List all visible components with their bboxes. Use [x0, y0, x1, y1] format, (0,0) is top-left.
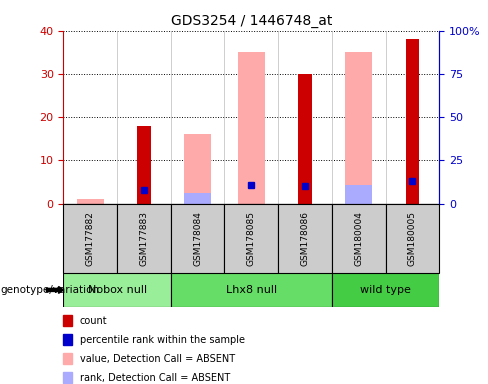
- Text: GSM177882: GSM177882: [86, 211, 95, 265]
- Bar: [298, 74, 312, 204]
- Text: count: count: [80, 316, 107, 326]
- Text: rank, Detection Call = ABSENT: rank, Detection Call = ABSENT: [80, 373, 230, 383]
- Bar: [171, 204, 224, 273]
- Text: Lhx8 null: Lhx8 null: [226, 285, 277, 295]
- Text: genotype/variation: genotype/variation: [0, 285, 99, 295]
- Bar: [63, 204, 117, 273]
- Bar: [346, 184, 372, 204]
- Text: value, Detection Call = ABSENT: value, Detection Call = ABSENT: [80, 354, 235, 364]
- Text: GSM177883: GSM177883: [140, 210, 148, 266]
- Bar: [63, 372, 72, 383]
- Bar: [117, 204, 171, 273]
- Text: percentile rank within the sample: percentile rank within the sample: [80, 335, 245, 345]
- Text: GSM178086: GSM178086: [301, 210, 309, 266]
- Bar: [386, 204, 439, 273]
- Bar: [346, 52, 372, 204]
- Bar: [224, 204, 278, 273]
- Text: Nobox null: Nobox null: [87, 285, 147, 295]
- Text: wild type: wild type: [360, 285, 411, 295]
- Text: GSM178084: GSM178084: [193, 211, 202, 265]
- Bar: [77, 199, 103, 204]
- Text: GSM180004: GSM180004: [354, 211, 363, 265]
- Bar: [63, 315, 72, 326]
- Bar: [278, 204, 332, 273]
- Bar: [63, 334, 72, 345]
- Bar: [137, 126, 151, 204]
- Bar: [406, 39, 419, 204]
- Bar: [238, 52, 264, 204]
- Text: GSM178085: GSM178085: [247, 210, 256, 266]
- Bar: [63, 273, 171, 307]
- Bar: [332, 204, 386, 273]
- Bar: [184, 193, 211, 204]
- Title: GDS3254 / 1446748_at: GDS3254 / 1446748_at: [171, 14, 332, 28]
- Bar: [171, 273, 332, 307]
- Bar: [63, 353, 72, 364]
- Bar: [184, 134, 211, 204]
- Text: GSM180005: GSM180005: [408, 210, 417, 266]
- Bar: [332, 273, 439, 307]
